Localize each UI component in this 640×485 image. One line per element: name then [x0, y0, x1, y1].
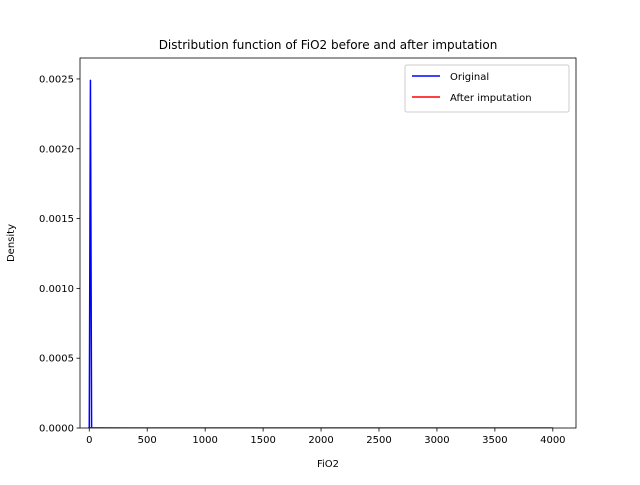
y-tick-label: 0.0000	[39, 424, 74, 435]
y-tick-label: 0.0015	[39, 214, 74, 225]
y-tick-label: 0.0005	[39, 354, 74, 365]
y-axis-label: Density	[6, 224, 17, 262]
legend-label-original: Original	[450, 72, 489, 83]
legend-label-after-imputation: After imputation	[450, 93, 532, 104]
legend: Original After imputation	[405, 65, 569, 112]
chart-title: Distribution function of FiO2 before and…	[159, 38, 498, 52]
y-tick-label: 0.0025	[39, 74, 74, 85]
y-tick-label: 0.0020	[39, 144, 74, 155]
x-tick-label: 1000	[192, 435, 217, 446]
x-tick-label: 2000	[308, 435, 333, 446]
x-tick-label: 0	[86, 435, 92, 446]
x-tick-label: 4000	[540, 435, 565, 446]
x-tick-label: 3000	[424, 435, 449, 446]
x-tick-label: 500	[138, 435, 157, 446]
x-tick-label: 1500	[250, 435, 275, 446]
x-tick-label: 3500	[482, 435, 507, 446]
x-tick-label: 2500	[366, 435, 391, 446]
x-axis-label: FiO2	[317, 459, 339, 470]
y-tick-label: 0.0010	[39, 284, 74, 295]
